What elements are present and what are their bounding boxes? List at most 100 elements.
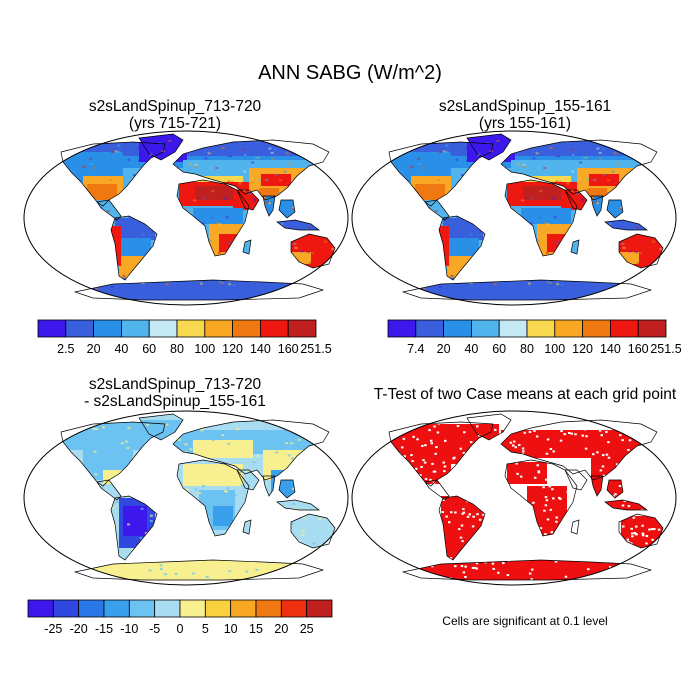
case2-title: s2sLandSpinup_155-161 (yrs 155-161)	[375, 98, 675, 132]
continent-outline	[262, 475, 276, 497]
colorbar-swatch	[52, 599, 80, 618]
colorbar-swatch	[154, 599, 181, 618]
colorbar-swatch	[232, 319, 261, 338]
colorbar-swatch	[121, 319, 150, 338]
continent-outline	[242, 239, 252, 255]
continent-outline	[262, 195, 276, 217]
continent-outline	[604, 499, 649, 511]
continent-outline	[606, 479, 624, 499]
continent-outline	[138, 133, 184, 161]
colorbar-tick-label: 40	[114, 342, 128, 356]
continent-outline	[276, 219, 321, 231]
colorbar-swatch	[554, 319, 584, 338]
colorbar-swatch	[65, 319, 94, 338]
colorbar-swatch	[204, 599, 232, 618]
continent-outline	[290, 513, 336, 549]
colorbar-swatch	[27, 599, 54, 618]
colorbar-tick-label: 7.4	[407, 342, 424, 356]
continent-outline	[172, 419, 330, 481]
colorbar-swatch	[204, 319, 234, 338]
continent-outline	[73, 279, 325, 301]
continent-outline	[401, 559, 653, 581]
map-boundary	[351, 410, 677, 586]
map-boundary	[23, 410, 349, 586]
continent-outline	[500, 139, 658, 201]
diff-title: s2sLandSpinup_713-720 - s2sLandSpinup_15…	[25, 376, 325, 410]
continent-outline	[290, 233, 336, 269]
continent-outline	[60, 141, 166, 207]
diff-colorbar: -25 -20 -15 -10 -5 0 5 10 15 20 25	[27, 599, 333, 636]
continent-outline	[438, 215, 486, 281]
colorbar-tick-label: 20	[274, 622, 288, 636]
continent-outline	[564, 469, 588, 491]
colorbar-tick-label: 60	[142, 342, 156, 356]
continent-outline	[438, 495, 486, 561]
continent-outline	[401, 279, 653, 301]
continent-outline	[278, 479, 296, 499]
colorbar-swatch	[609, 319, 639, 338]
colorbar-tick-label: -15	[95, 622, 113, 636]
case2-colorbar: 7.4 20 40 60 80 100 120 140 160 251.5	[387, 319, 682, 356]
map-boundary	[351, 130, 677, 306]
page-title: ANN SABG (W/m^2)	[258, 62, 442, 84]
colorbar-tick-label: 80	[520, 342, 534, 356]
diff-title-line1: s2sLandSpinup_713-720	[88, 376, 262, 393]
continent-outline	[424, 199, 450, 221]
colorbar-swatch	[103, 599, 130, 618]
colorbar-tick-label: 140	[250, 342, 271, 356]
colorbar-swatch	[148, 319, 178, 338]
colorbar-tick-label: -10	[120, 622, 138, 636]
continent-outline	[570, 519, 580, 535]
continent-outline	[590, 195, 604, 217]
colorbar-tick-label: 0	[177, 622, 184, 636]
continent-outline	[388, 421, 494, 487]
colorbar-tick-label: 2.5	[57, 342, 74, 356]
colorbar-tick-label: 40	[464, 342, 478, 356]
case1-colorbar: 2.5 20 40 60 80 100 120 140 160 251.5	[37, 319, 332, 356]
colorbar-swatch	[582, 319, 611, 338]
colorbar-tick-label: 15	[249, 622, 263, 636]
continent-outline	[604, 219, 649, 231]
continent-outline	[466, 413, 512, 441]
continent-outline	[590, 475, 604, 497]
continent-outline	[172, 139, 330, 201]
case2-title-line2: (yrs 155-161)	[478, 115, 572, 132]
colorbar-swatch	[526, 319, 556, 338]
continent-outline	[606, 199, 624, 219]
case1-title-line2: (yrs 715-721)	[128, 115, 222, 132]
colorbar-tick-label: 10	[224, 622, 238, 636]
continent-outline	[504, 179, 578, 257]
colorbar-swatch	[637, 319, 667, 338]
colorbar-swatch	[280, 599, 308, 618]
continent-outline	[96, 479, 122, 501]
colorbar-swatch	[443, 319, 472, 338]
continent-outline	[138, 413, 184, 441]
ttest-title: T-Test of two Case means at each grid po…	[373, 386, 677, 403]
colorbar-tick-label: -5	[149, 622, 160, 636]
colorbar-tick-label: -20	[70, 622, 88, 636]
continent-outline	[110, 215, 158, 281]
case1-title-line1: s2sLandSpinup_713-720	[88, 98, 262, 115]
colorbar-tick-label: 160	[278, 342, 299, 356]
colorbar-tick-label: 80	[170, 342, 184, 356]
colorbar-swatch	[78, 599, 105, 618]
colorbar-swatch	[93, 319, 122, 338]
continent-outline	[73, 559, 325, 581]
continent-outline	[388, 141, 494, 207]
colorbar-swatch	[128, 599, 156, 618]
colorbar-swatch	[415, 319, 444, 338]
colorbar-tick-label: 100	[194, 342, 215, 356]
continent-outline	[60, 421, 166, 487]
colorbar-swatch	[37, 319, 67, 338]
colorbar-swatch	[259, 319, 289, 338]
continent-outline	[564, 189, 588, 211]
case1-title: s2sLandSpinup_713-720 (yrs 715-721)	[25, 98, 325, 132]
colorbar-swatch	[176, 319, 206, 338]
colorbar-swatch	[471, 319, 500, 338]
continent-outline	[242, 519, 252, 535]
case2-map	[351, 130, 677, 306]
continent-outline	[276, 499, 321, 511]
colorbar-tick-label: -25	[44, 622, 62, 636]
colorbar-tick-label: 251.5	[300, 342, 331, 356]
continent-outline	[570, 239, 580, 255]
